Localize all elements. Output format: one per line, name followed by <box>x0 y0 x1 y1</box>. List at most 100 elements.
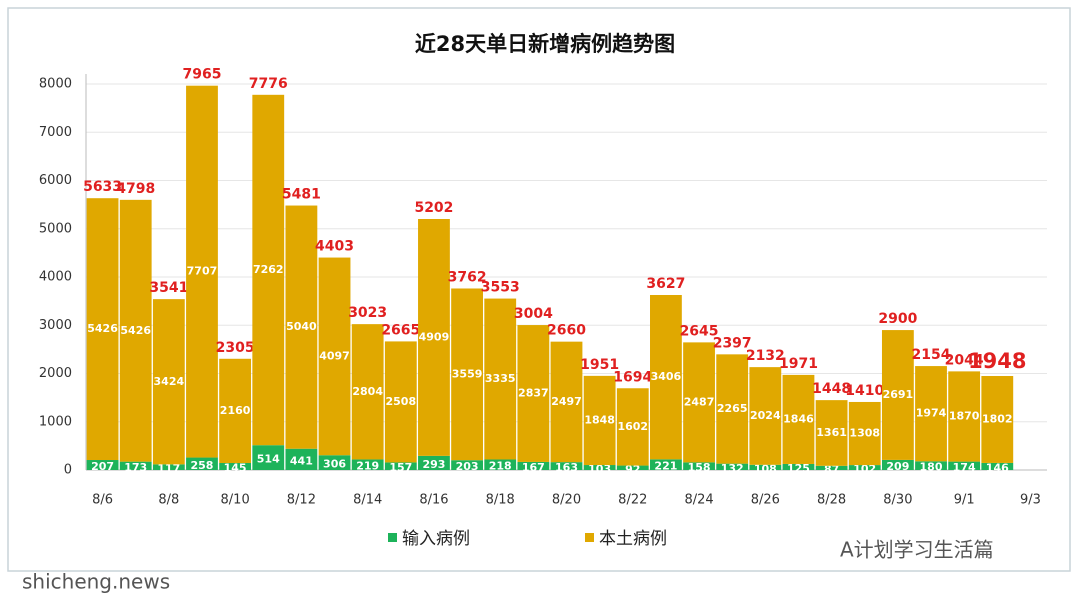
bar-segment <box>683 342 715 463</box>
x-tick-label: 8/20 <box>552 493 581 508</box>
segment-label: 306 <box>323 458 346 471</box>
bar-segment <box>318 455 351 470</box>
total-label: 5202 <box>414 200 453 216</box>
bar-segment <box>881 330 914 460</box>
bar-segment <box>550 341 583 463</box>
bar-segment <box>484 298 517 460</box>
legend-label: 输入病例 <box>402 529 470 549</box>
bar-segment <box>219 463 252 470</box>
total-label: 2900 <box>878 311 917 327</box>
segment-label: 92 <box>625 463 640 476</box>
segment-label: 157 <box>389 461 412 474</box>
segment-label: 1361 <box>816 426 847 439</box>
segment-label: 219 <box>356 460 379 473</box>
segment-label: 203 <box>456 460 479 473</box>
segment-label: 4909 <box>419 330 450 343</box>
total-label: 1448 <box>812 381 851 397</box>
bar-segment <box>186 457 218 470</box>
bar-segment <box>550 462 583 470</box>
bar-segment <box>86 198 119 461</box>
bar-segment <box>815 465 848 470</box>
segment-label: 108 <box>754 462 777 475</box>
total-label: 3762 <box>448 269 487 285</box>
y-tick-label: 6000 <box>39 173 72 188</box>
segment-label: 117 <box>157 462 180 475</box>
bar-segment <box>451 460 483 470</box>
total-label: 2132 <box>746 348 785 364</box>
x-tick-label: 8/16 <box>419 493 448 508</box>
bar-segment <box>252 445 285 470</box>
segment-label: 293 <box>422 458 445 471</box>
bar-segment <box>119 461 152 470</box>
bar-segment <box>285 448 318 470</box>
bar-segment <box>285 205 318 449</box>
bar-segment <box>981 462 1014 470</box>
segment-label: 158 <box>688 461 711 474</box>
total-label: 4403 <box>315 239 354 255</box>
y-tick-label: 7000 <box>39 125 72 140</box>
x-tick-label: 8/14 <box>353 493 382 508</box>
segment-label: 514 <box>257 453 280 466</box>
legend-label: 本土病例 <box>599 529 667 549</box>
x-tick-label: 8/24 <box>684 493 713 508</box>
total-label: 7776 <box>249 76 288 92</box>
segment-label: 163 <box>555 461 578 474</box>
segment-label: 2508 <box>385 395 416 408</box>
x-tick-label: 8/6 <box>92 493 113 508</box>
segment-label: 103 <box>588 463 611 476</box>
segment-label: 441 <box>290 454 313 467</box>
total-label: 7965 <box>182 67 221 83</box>
total-label: 3004 <box>514 306 553 322</box>
bar-segment <box>815 400 848 466</box>
bar-segment <box>749 367 782 465</box>
bar-segment <box>186 85 218 458</box>
legend-swatch <box>388 533 397 542</box>
bar-segment <box>782 463 815 470</box>
segment-label: 1974 <box>916 407 947 420</box>
segment-label: 2804 <box>352 385 383 398</box>
total-label: 1694 <box>613 369 652 385</box>
bar-segment <box>517 461 550 470</box>
chart-frame <box>7 7 1071 572</box>
total-label: 3553 <box>481 280 520 296</box>
bar-segment <box>484 459 517 470</box>
segment-label: 218 <box>489 460 512 473</box>
bar-segment <box>683 462 715 470</box>
segment-label: 180 <box>920 461 943 474</box>
bar-segment <box>881 459 914 470</box>
bar-segment <box>716 463 749 470</box>
x-tick-label: 9/1 <box>954 493 975 508</box>
y-tick-label: 2000 <box>39 366 72 381</box>
bar-segment <box>318 257 351 456</box>
segment-label: 209 <box>886 460 909 473</box>
segment-label: 1870 <box>949 409 980 422</box>
y-tick-label: 4000 <box>39 270 72 285</box>
x-tick-label: 8/12 <box>287 493 316 508</box>
segment-label: 3559 <box>452 367 483 380</box>
segment-label: 221 <box>654 460 677 473</box>
bar-segment <box>384 341 417 463</box>
segment-label: 1602 <box>617 420 648 433</box>
y-tick-label: 8000 <box>39 77 72 92</box>
segment-label: 1846 <box>783 412 814 425</box>
bar-segment <box>517 325 550 462</box>
y-tick-label: 5000 <box>39 221 72 236</box>
bar-segment <box>848 465 881 470</box>
segment-label: 1308 <box>849 427 880 440</box>
segment-label: 2691 <box>883 388 914 401</box>
bar-segment <box>119 199 152 462</box>
bar-segment <box>650 459 682 470</box>
segment-label: 132 <box>721 462 744 475</box>
segment-label: 5426 <box>87 322 118 335</box>
segment-label: 2024 <box>750 409 781 422</box>
bar-segment <box>384 462 417 470</box>
segment-label: 102 <box>853 463 876 476</box>
segment-label: 258 <box>190 459 213 472</box>
segment-label: 7262 <box>253 263 284 276</box>
chart-title: 近28天单日新增病例趋势图 <box>415 32 675 56</box>
bar-segment <box>650 294 682 460</box>
segment-label: 4097 <box>319 349 350 362</box>
total-label: 2660 <box>547 323 586 339</box>
segment-label: 1802 <box>982 412 1013 425</box>
